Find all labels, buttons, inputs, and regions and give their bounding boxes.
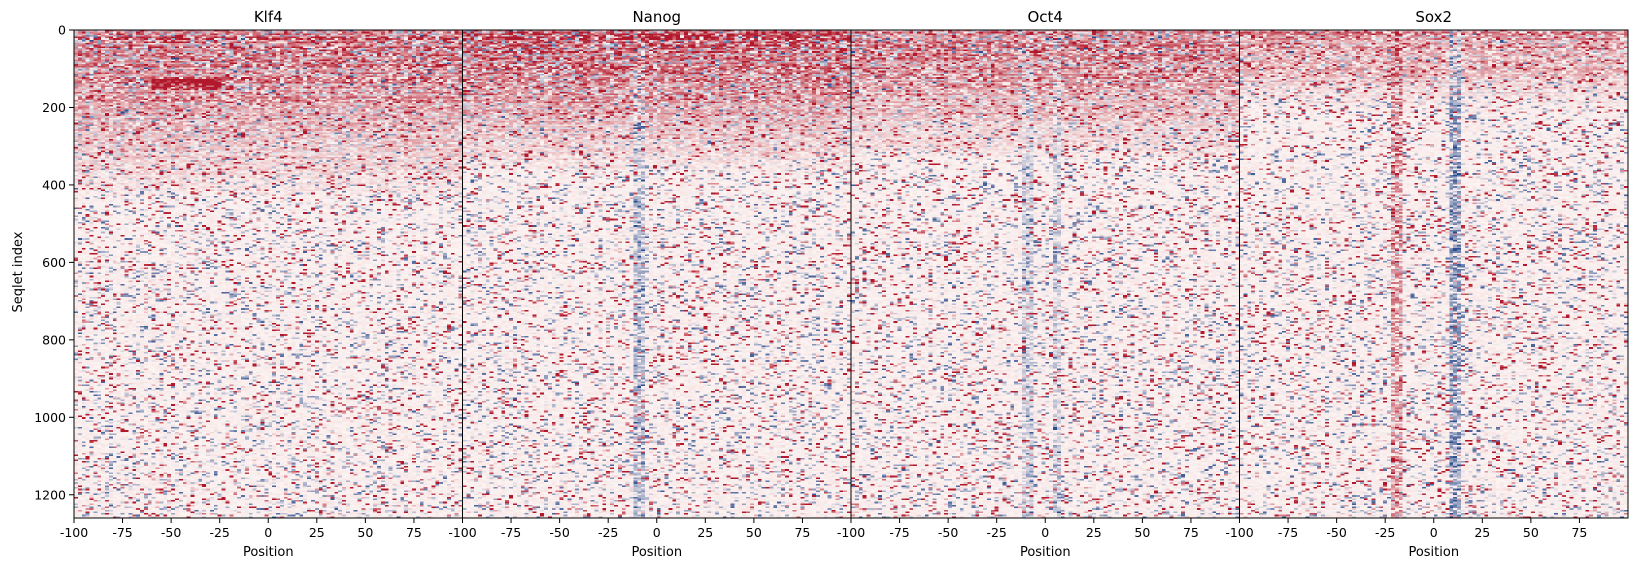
x-tick-label: -75 — [1278, 525, 1298, 540]
x-tick-label: 75 — [1183, 525, 1199, 540]
y-tick-label: 600 — [42, 255, 66, 270]
x-tick-label: -50 — [1326, 525, 1346, 540]
x-axis-label: Position — [243, 545, 294, 560]
panel-title: Oct4 — [1028, 8, 1063, 26]
x-tick-label: -75 — [501, 525, 521, 540]
x-tick-label: 75 — [794, 525, 810, 540]
x-tick-label: -25 — [986, 525, 1006, 540]
x-tick-label: -75 — [112, 525, 132, 540]
x-tick-label: -25 — [209, 525, 229, 540]
y-axis-label: Seqlet index — [11, 231, 26, 312]
x-tick-label: 50 — [1134, 525, 1150, 540]
x-axis-label: Position — [631, 545, 682, 560]
y-tick-label: 800 — [42, 332, 66, 347]
panel-title: Klf4 — [254, 8, 283, 26]
x-tick-label: 75 — [1571, 525, 1587, 540]
x-tick-label: 50 — [357, 525, 373, 540]
panel-oct4: Oct4 -100 -75 -50 -25 0 25 50 75 Position — [837, 8, 1240, 560]
panel-sox2: Sox2 -100 -75 -50 -25 0 25 50 75 Position — [1225, 8, 1629, 560]
x-tick-label: 25 — [1086, 525, 1102, 540]
y-tick-label: 400 — [42, 177, 66, 192]
x-tick-label: 25 — [1474, 525, 1490, 540]
x-tick-label: 50 — [1523, 525, 1539, 540]
x-tick-label: -50 — [938, 525, 958, 540]
x-tick-label: 0 — [1041, 525, 1049, 540]
x-tick-label: 0 — [264, 525, 272, 540]
y-axis: 0 200 400 600 800 1000 1200 — [34, 23, 74, 502]
y-tick-label: 1000 — [34, 410, 66, 425]
heatmap-cells — [462, 30, 851, 518]
x-tick-label: 75 — [406, 525, 422, 540]
heatmap-cells — [1239, 30, 1628, 518]
x-tick-label: 50 — [746, 525, 762, 540]
x-tick-label: -50 — [161, 525, 181, 540]
y-tick-label: 0 — [58, 23, 66, 38]
x-tick-label: -100 — [837, 525, 865, 540]
x-tick-label: 25 — [309, 525, 325, 540]
y-tick-label: 200 — [42, 100, 66, 115]
panel-nanog: Nanog -100 -75 -50 -25 0 25 50 75 Position — [448, 8, 852, 560]
x-tick-label: -75 — [889, 525, 909, 540]
x-tick-label: -100 — [1225, 525, 1253, 540]
panel-title: Sox2 — [1415, 8, 1452, 26]
x-tick-label: -25 — [598, 525, 618, 540]
y-tick-label: 1200 — [34, 487, 66, 502]
x-tick-label: -50 — [549, 525, 569, 540]
heatmap-cells — [74, 30, 463, 518]
heatmap-cells — [851, 30, 1240, 518]
x-tick-label: -100 — [448, 525, 476, 540]
x-tick-label: 0 — [1430, 525, 1438, 540]
x-axis-label: Position — [1020, 545, 1071, 560]
panels-layer: Klf4 -100 -75 -50 -25 0 25 50 75 Position Nanog -10… — [60, 8, 1629, 560]
panel-title: Nanog — [632, 8, 681, 26]
x-axis-label: Position — [1408, 545, 1459, 560]
x-tick-label: -100 — [60, 525, 88, 540]
x-tick-label: -25 — [1375, 525, 1395, 540]
panel-klf4: Klf4 -100 -75 -50 -25 0 25 50 75 Position — [60, 8, 463, 560]
x-tick-label: 0 — [653, 525, 661, 540]
x-tick-label: 25 — [697, 525, 713, 540]
